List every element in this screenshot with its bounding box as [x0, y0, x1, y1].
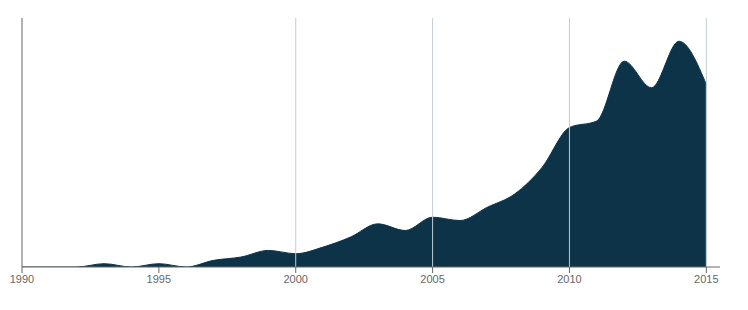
- svg-text:2000: 2000: [283, 273, 307, 285]
- svg-text:2015: 2015: [694, 273, 718, 285]
- svg-text:2010: 2010: [557, 273, 581, 285]
- svg-text:2005: 2005: [420, 273, 444, 285]
- svg-text:1990: 1990: [10, 273, 34, 285]
- svg-text:1995: 1995: [147, 273, 171, 285]
